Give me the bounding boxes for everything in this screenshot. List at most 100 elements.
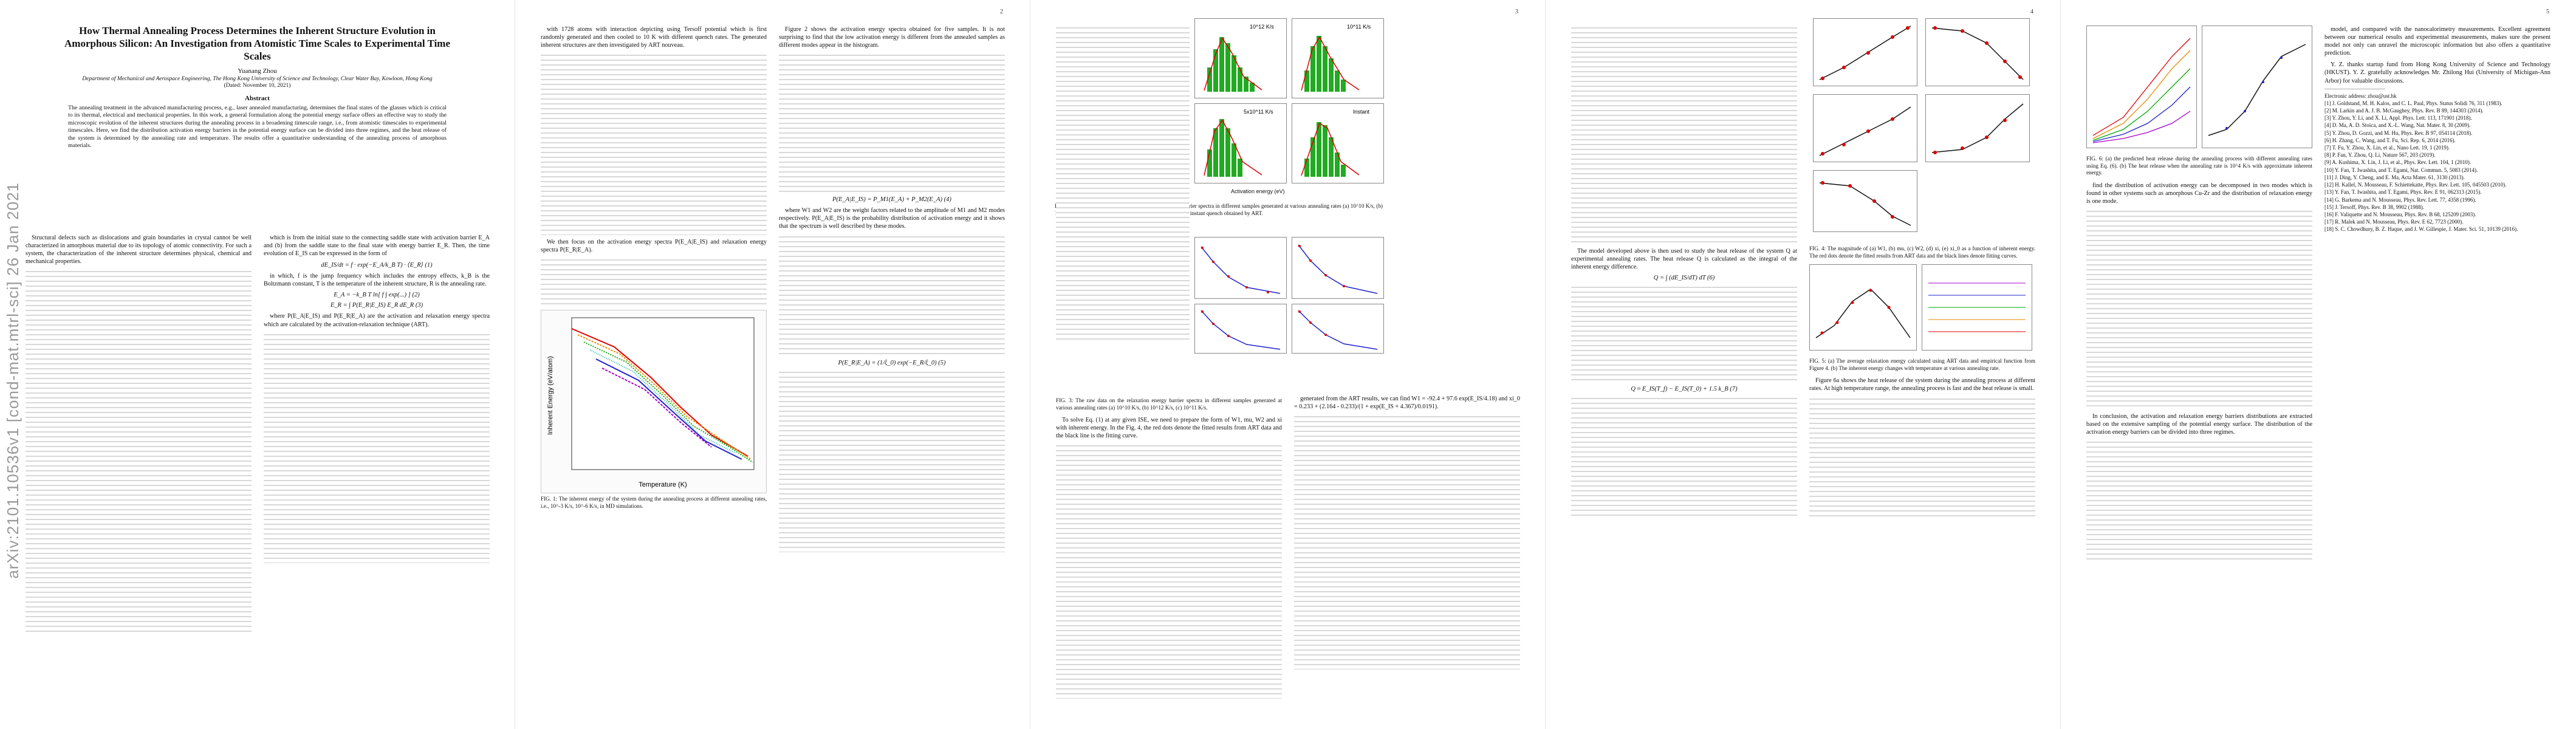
fig3-panel-b <box>1292 237 1384 299</box>
body-paragraph: which is from the initial state to the c… <box>264 234 490 258</box>
text-lines <box>541 258 767 307</box>
reference-item[interactable]: [15] J. Tersoff, Phys. Rev. B 38, 9902 (… <box>2324 204 2424 210</box>
figure-6-caption: FIG. 6: (a) the predicted heat release d… <box>2086 156 2312 176</box>
paper-title: How Thermal Annealing Process Determines… <box>64 25 450 62</box>
text-lines <box>1571 396 1797 518</box>
reference-item[interactable]: [10] Y. Fan, T. Iwashita, and T. Egami, … <box>2324 166 2478 173</box>
column-right-lower: generated from the ART results, we can f… <box>1294 395 1520 711</box>
reference-item[interactable]: [3] Y. Zhou, Y. Li, and X. Li, Appl. Phy… <box>2324 115 2472 122</box>
author: Yuanang Zhou <box>238 67 277 75</box>
fig4-panel-a <box>1813 18 1917 86</box>
equation-4: P(E_A|E_IS) = P_M1(E_A) + P_M2(E_A) (4) <box>832 196 951 204</box>
fig3-panel-a <box>1194 237 1287 299</box>
affiliation: Department of Mechanical and Aerospace E… <box>82 76 433 82</box>
equation-3: E_R = ∫ P(E_R|E_IS) E_R dE_R (3) <box>330 302 423 309</box>
reference-item[interactable]: [14] G. Barkema and N. Mousseau, Phys. R… <box>2324 196 2476 203</box>
column-right: FIG. 4: The magnitude of (a) W1, (b) mu,… <box>1809 243 2035 711</box>
title-block: How Thermal Annealing Process Determines… <box>26 24 489 154</box>
body-paragraph: Figure 6a shows the heat release of the … <box>1809 377 2035 392</box>
fit-plot <box>1931 26 2024 80</box>
reference-item[interactable]: [17] R. Malek and N. Mousseau, Phys. Rev… <box>2324 219 2464 225</box>
reference-item[interactable]: [1] J. Goldstand, M. H. Kalos, and C. L.… <box>2324 100 2502 106</box>
reference-item[interactable]: [8] P. Fan, Y. Zhou, Q. Li, Nature 567, … <box>2324 152 2436 159</box>
reference-item[interactable]: [12] H. Kallel, N. Mousseau, F. Schiette… <box>2324 182 2507 188</box>
body-paragraph: where P(E_A|E_IS) and P(E_R|E_A) are the… <box>264 313 490 328</box>
reference-item[interactable]: [6] H. Zhang, C. Wang, and T. Fu, Sci. R… <box>2324 137 2456 143</box>
text-lines <box>264 332 490 563</box>
equation-1: dE_IS/dt = f · exp(−E_A/k_B T) · ⟨E_R⟩ (… <box>321 262 433 269</box>
reference-item[interactable]: [7] T. Fu, Y. Zhou, X. Lin, et al., Nano… <box>2324 145 2450 151</box>
body-paragraph: To solve Eq. (1) at any given ISE, we ne… <box>1056 417 1282 440</box>
column-left: Structural defects such as dislocations … <box>26 234 252 711</box>
text-lines <box>779 234 1005 356</box>
text-lines <box>779 369 1005 552</box>
text-lines <box>2086 440 2312 562</box>
equation-6: Q = ∫ (dE_IS/dT) dT (6) <box>1653 275 1715 282</box>
fig3-panel-c <box>1194 304 1287 354</box>
page-number: 2 <box>1000 9 1003 15</box>
body-paragraph: In conclusion, the activation and relaxa… <box>2086 413 2312 436</box>
relaxation-plot <box>1201 246 1281 294</box>
panel-label: 10^11 K/s <box>1347 24 1371 30</box>
reference-item[interactable]: [9] A. Kushima, X. Lin, J. Li, et al., P… <box>2324 159 2472 166</box>
text-lines <box>1056 443 1282 699</box>
equation-2: E_A = −k_B T ln[ f ∫ exp(...) ] (2) <box>334 292 420 299</box>
page-3: 3 10^12 K/s 10^11 K/s 5x10^11 K/s Instan… <box>1030 0 1546 729</box>
histogram: 10^11 K/s <box>1301 24 1371 92</box>
text-lines <box>26 269 252 634</box>
reference-item[interactable]: [18] S. C. Chowdhury, B. Z. Haque, and J… <box>2324 226 2518 233</box>
equation-7: Q ≈ E_IS(T_f) − E_IS(T_0) + 1.5 k_B (7) <box>1631 386 1738 393</box>
text-lines <box>1571 26 1797 244</box>
fig2-panel-c: 5x10^11 K/s <box>1194 103 1287 183</box>
column-right: which is from the initial state to the c… <box>264 234 490 711</box>
relaxation-plot <box>1298 244 1378 294</box>
panel-label: 5x10^11 K/s <box>1244 109 1273 115</box>
fig4-panel-e <box>1813 170 1917 232</box>
text-lines <box>1294 414 1520 670</box>
body-paragraph: We then focus on the activation energy s… <box>541 239 767 254</box>
histogram: 10^12 K/s <box>1204 24 1274 92</box>
reference-item[interactable]: [11] J. Ding, Y. Cheng, and E. Ma, Acta … <box>2324 174 2465 180</box>
fig6-panel-a <box>2086 26 2197 148</box>
fig2-panel-d: Instant <box>1292 103 1384 183</box>
reference-item[interactable]: [5] Y. Zhou, D. Gozzi, and M. Hu, Phys. … <box>2324 129 2473 136</box>
fit-plot <box>1931 103 2024 154</box>
reference-item[interactable]: [4] D. Ma, A. D. Stoica, and X.-L. Wang,… <box>2324 122 2471 129</box>
text-lines <box>1809 396 2035 518</box>
fig4-panel-c <box>1813 94 1917 162</box>
reference-item[interactable]: [13] Y. Fan, T. Iwashita, and T. Egami, … <box>2324 189 2482 196</box>
date: (Dated: November 10, 2021) <box>224 83 291 89</box>
fig6-panel-b <box>2202 26 2312 148</box>
page-number: 5 <box>2546 9 2549 15</box>
fit-plot <box>1928 282 2026 332</box>
figure-1: Temperature (K) Inherent Energy (eV/atom… <box>541 310 767 494</box>
page-5: 5 FIG. 6: (a) the predicted heat release… <box>2061 0 2576 729</box>
text-lines <box>2086 209 2312 410</box>
fig2-panel-b: 10^11 K/s <box>1292 18 1384 98</box>
body-paragraph: generated from the ART results, we can f… <box>1294 395 1520 411</box>
fig4-panel-d <box>1925 94 2030 162</box>
body-paragraph: model, and compared with the nanocalorim… <box>2324 26 2550 57</box>
reference-item[interactable]: [2] M. Larkin and A. J. B. McGaughey, Ph… <box>2324 108 2484 114</box>
body-paragraph: Figure 2 shows the activation energy spe… <box>779 26 1005 49</box>
fit-plot <box>1819 26 1911 80</box>
body-paragraph: find the distribution of activation ener… <box>2086 182 2312 205</box>
acknowledgements: Y. Z. thanks startup fund from Hong Kong… <box>2324 61 2550 84</box>
reference-item[interactable]: [16] F. Valiquette and N. Mousseau, Phys… <box>2324 211 2476 217</box>
figure-5 <box>1809 264 2035 355</box>
figure-1-caption: FIG. 1: The inherent energy of the syste… <box>541 496 767 510</box>
figure-3-caption: FIG. 3: The raw data on the relaxation e… <box>1056 397 1282 411</box>
y-axis-label: Inherent Energy (eV/atom) <box>547 357 554 436</box>
relaxation-plot <box>1298 310 1378 350</box>
column-right: model, and compared with the nanocalorim… <box>2324 26 2550 711</box>
fit-plot <box>1819 181 1911 226</box>
body-paragraph: in which, f is the jump frequency which … <box>264 273 490 288</box>
fit-plot <box>1819 106 1911 156</box>
figure-5-caption: FIG. 5: (a) The average relaxation energ… <box>1809 358 2035 371</box>
text-lines <box>779 53 1005 193</box>
column-left <box>1056 26 1190 711</box>
body-paragraph: Structural defects such as dislocations … <box>26 234 252 265</box>
fig2-panel-a: 10^12 K/s <box>1194 18 1287 98</box>
histogram: 5x10^11 K/s <box>1204 109 1273 177</box>
panel-label: Instant <box>1353 109 1370 115</box>
